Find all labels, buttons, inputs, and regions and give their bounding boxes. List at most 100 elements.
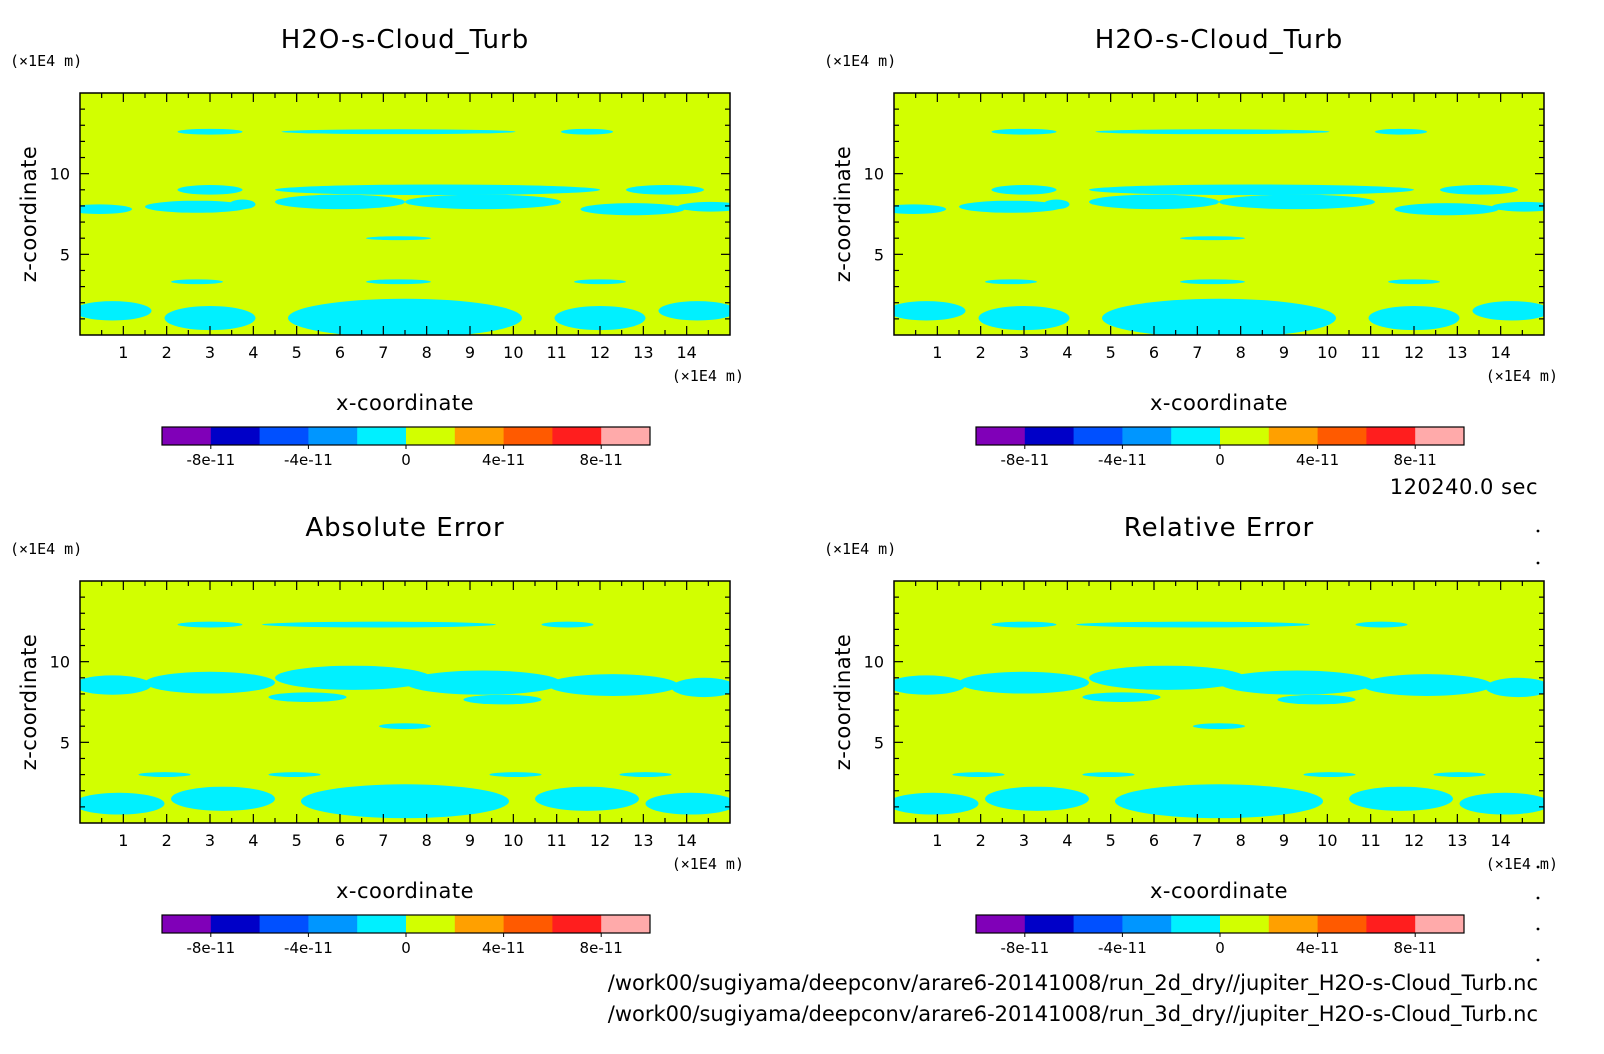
colorbar-swatch	[1220, 915, 1270, 933]
y-tick-label: 5	[874, 245, 884, 264]
x-tick-label: 4	[248, 831, 258, 850]
colorbar-swatch	[976, 427, 1026, 445]
contour-region	[1115, 784, 1323, 819]
contour-region	[1388, 279, 1440, 285]
contour-region	[80, 792, 165, 815]
contour-region	[894, 301, 966, 321]
colorbar-swatch	[406, 915, 456, 933]
y-axis-label: z-coordinate	[831, 146, 855, 283]
x-tick-label: 14	[676, 343, 696, 362]
x-tick-label: 5	[292, 343, 302, 362]
colorbar-swatch	[308, 427, 358, 445]
colorbar-label: 8e-11	[1394, 939, 1437, 957]
contour-region	[177, 184, 243, 195]
x-tick-label: 4	[1062, 343, 1072, 362]
contour-region	[1440, 184, 1518, 195]
contour-region	[275, 184, 600, 196]
x-axis-label: x-coordinate	[1150, 391, 1288, 415]
x-tick-label: 8	[1236, 343, 1246, 362]
x-tick-label: 2	[976, 343, 986, 362]
x-tick-label: 11	[546, 831, 566, 850]
x-tick-label: 9	[1279, 831, 1289, 850]
x-tick-label: 3	[205, 343, 215, 362]
colorbar: -8e-11 -4e-11 0 4e-11 8e-11	[161, 914, 651, 957]
margin-dot	[1536, 896, 1540, 900]
contour-region	[80, 204, 132, 214]
contour-region	[991, 128, 1057, 135]
y-axis-label: z-coordinate	[17, 634, 41, 771]
contour-region	[268, 772, 321, 778]
contour-region	[1089, 184, 1414, 196]
x-tick-label: 11	[546, 343, 566, 362]
contour-region	[985, 279, 1037, 285]
contour-region	[1076, 621, 1310, 628]
contour-region	[894, 204, 946, 214]
contour-region	[1180, 236, 1245, 241]
y-tick-label: 10	[50, 165, 70, 184]
margin-dot	[1536, 927, 1540, 931]
x-tick-label: 8	[422, 343, 432, 362]
colorbar-swatch	[259, 427, 309, 445]
colorbar-swatch	[1317, 915, 1367, 933]
x-tick-label: 13	[1447, 831, 1467, 850]
colorbar-swatch	[1171, 915, 1221, 933]
colorbar-label: 0	[401, 451, 411, 469]
contour-region	[574, 279, 626, 285]
x-unit-label: (×1E4 m)	[672, 855, 744, 873]
x-tick-label: 13	[633, 831, 653, 850]
x-tick-label: 6	[335, 831, 345, 850]
contour-region	[1219, 194, 1375, 210]
contour-region	[366, 279, 431, 285]
colorbar-swatch	[210, 915, 261, 933]
x-tick-label: 2	[162, 343, 172, 362]
contour-region	[275, 194, 405, 210]
x-tick-label: 8	[422, 831, 432, 850]
margin-dot	[1536, 529, 1540, 533]
contour-region	[177, 128, 243, 135]
x-tick-label: 1	[932, 831, 942, 850]
contour-region	[1349, 786, 1453, 811]
x-tick-label: 6	[1149, 831, 1159, 850]
colorbar-swatch	[1122, 915, 1172, 933]
x-tick-label: 9	[465, 343, 475, 362]
colorbar-swatch	[601, 915, 651, 933]
x-tick-label: 12	[1404, 343, 1424, 362]
x-tick-label: 7	[1192, 343, 1202, 362]
contour-region	[275, 665, 431, 690]
contour-region	[959, 200, 1063, 213]
colorbar-swatch	[454, 915, 505, 933]
x-tick-label: 9	[1279, 343, 1289, 362]
footer-path-2: /work00/sugiyama/deepconv/arare6-2014100…	[608, 1002, 1538, 1027]
colorbar-swatch	[1073, 915, 1123, 933]
x-tick-label: 10	[503, 831, 523, 850]
contour-region	[535, 786, 639, 811]
contour-region	[177, 621, 243, 628]
contour-region	[281, 129, 516, 135]
colorbar-swatch	[1317, 427, 1367, 445]
colorbar-swatch	[210, 427, 261, 445]
y-tick-label: 5	[874, 733, 884, 752]
x-tick-label: 11	[1360, 831, 1380, 850]
x-tick-label: 13	[1447, 343, 1467, 362]
time-label: 120240.0 sec	[1390, 475, 1538, 499]
contour-region	[379, 723, 431, 730]
contour-region	[405, 194, 561, 210]
contour-region	[978, 305, 1070, 331]
x-tick-label: 14	[676, 831, 696, 850]
colorbar-swatch	[1415, 915, 1465, 933]
colorbar-swatch	[308, 915, 358, 933]
x-tick-label: 7	[378, 831, 388, 850]
colorbar-label: -4e-11	[1098, 451, 1147, 469]
x-tick-label: 5	[1106, 831, 1116, 850]
contour-region	[1355, 621, 1408, 628]
contour-region	[1082, 692, 1161, 702]
x-tick-label: 12	[590, 831, 610, 850]
x-tick-label: 5	[292, 831, 302, 850]
contour-region	[1180, 279, 1245, 285]
footer-path-1: /work00/sugiyama/deepconv/arare6-2014100…	[608, 971, 1538, 996]
colorbar: -8e-11 -4e-11 0 4e-11 8e-11	[975, 914, 1465, 957]
contour-region	[894, 792, 979, 815]
